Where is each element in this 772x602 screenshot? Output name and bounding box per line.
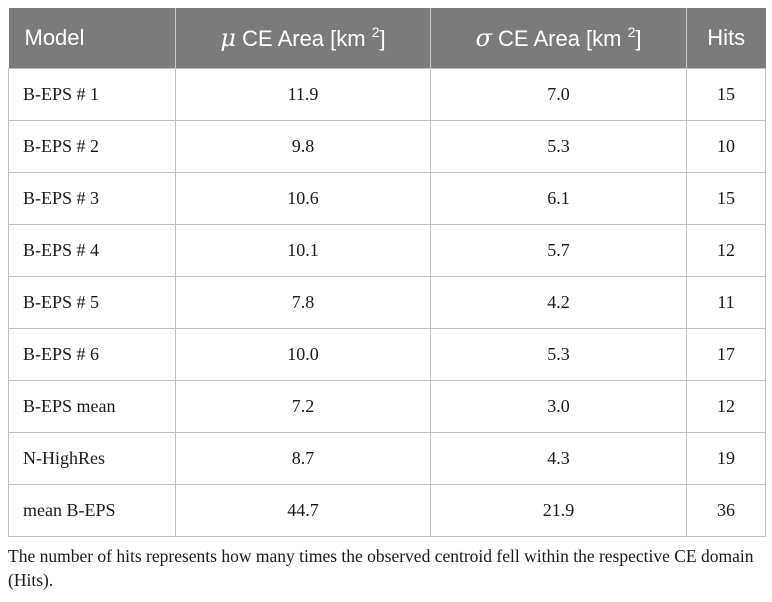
header-hits: Hits <box>686 8 766 69</box>
cell-model: B-EPS # 6 <box>8 328 176 381</box>
mu-symbol: μ <box>220 24 236 52</box>
cell-sigma: 5.7 <box>430 224 687 277</box>
cell-hits: 15 <box>686 172 766 225</box>
cell-model: N-HighRes <box>8 432 176 485</box>
cell-hits: 12 <box>686 224 766 277</box>
sigma-header-sup: 2 <box>627 24 636 40</box>
cell-sigma: 3.0 <box>430 380 687 433</box>
cell-mu: 11.9 <box>175 68 431 121</box>
cell-model: B-EPS # 3 <box>8 172 176 225</box>
sigma-header-close: ] <box>635 26 642 51</box>
cell-mu: 9.8 <box>175 120 431 173</box>
cell-mu: 10.6 <box>175 172 431 225</box>
header-sigma-area: σ CE Area [km 2] <box>430 8 687 69</box>
cell-model: B-EPS # 4 <box>8 224 176 277</box>
cell-mu: 44.7 <box>175 484 431 537</box>
cell-sigma: 4.2 <box>430 276 687 329</box>
mu-header-text: CE Area [km <box>242 26 372 51</box>
cell-sigma: 7.0 <box>430 68 687 121</box>
cell-model: B-EPS # 5 <box>8 276 176 329</box>
cell-model: B-EPS # 2 <box>8 120 176 173</box>
cell-model: mean B-EPS <box>8 484 176 537</box>
table-row: B-EPS # 1 11.9 7.0 15 <box>8 68 766 121</box>
cell-hits: 15 <box>686 68 766 121</box>
cell-sigma: 4.3 <box>430 432 687 485</box>
cell-sigma: 21.9 <box>430 484 687 537</box>
table-row: B-EPS mean 7.2 3.0 12 <box>8 380 766 433</box>
table-row: B-EPS # 6 10.0 5.3 17 <box>8 328 766 381</box>
table-row: B-EPS # 2 9.8 5.3 10 <box>8 120 766 173</box>
sigma-symbol: σ <box>475 24 492 52</box>
table-row: B-EPS # 3 10.6 6.1 15 <box>8 172 766 225</box>
cell-hits: 19 <box>686 432 766 485</box>
cell-mu: 7.2 <box>175 380 431 433</box>
table-row: mean B-EPS 44.7 21.9 36 <box>8 484 766 537</box>
cell-mu: 7.8 <box>175 276 431 329</box>
cell-sigma: 5.3 <box>430 120 687 173</box>
cell-hits: 12 <box>686 380 766 433</box>
header-model: Model <box>8 8 176 69</box>
cell-hits: 36 <box>686 484 766 537</box>
cell-hits: 17 <box>686 328 766 381</box>
cell-mu: 8.7 <box>175 432 431 485</box>
sigma-header-text: CE Area [km <box>498 26 628 51</box>
cell-model: B-EPS # 1 <box>8 68 176 121</box>
mu-header-close: ] <box>379 26 386 51</box>
header-row: Model μ CE Area [km 2] σ CE Area [km 2] … <box>8 8 766 69</box>
cell-model: B-EPS mean <box>8 380 176 433</box>
table-row: B-EPS # 4 10.1 5.7 12 <box>8 224 766 277</box>
table-row: N-HighRes 8.7 4.3 19 <box>8 432 766 485</box>
table-body: B-EPS # 1 11.9 7.0 15 B-EPS # 2 9.8 5.3 … <box>8 68 766 537</box>
results-table: Model μ CE Area [km 2] σ CE Area [km 2] … <box>8 8 766 537</box>
cell-mu: 10.0 <box>175 328 431 381</box>
mu-header-sup: 2 <box>371 24 380 40</box>
table-header: Model μ CE Area [km 2] σ CE Area [km 2] … <box>8 8 766 69</box>
header-mu-area: μ CE Area [km 2] <box>175 8 431 69</box>
table-container: Model μ CE Area [km 2] σ CE Area [km 2] … <box>8 8 766 537</box>
table-row: B-EPS # 5 7.8 4.2 11 <box>8 276 766 329</box>
cell-sigma: 6.1 <box>430 172 687 225</box>
table-footnote: The number of hits represents how many t… <box>8 546 754 590</box>
cell-sigma: 5.3 <box>430 328 687 381</box>
cell-hits: 11 <box>686 276 766 329</box>
cell-mu: 10.1 <box>175 224 431 277</box>
cell-hits: 10 <box>686 120 766 173</box>
